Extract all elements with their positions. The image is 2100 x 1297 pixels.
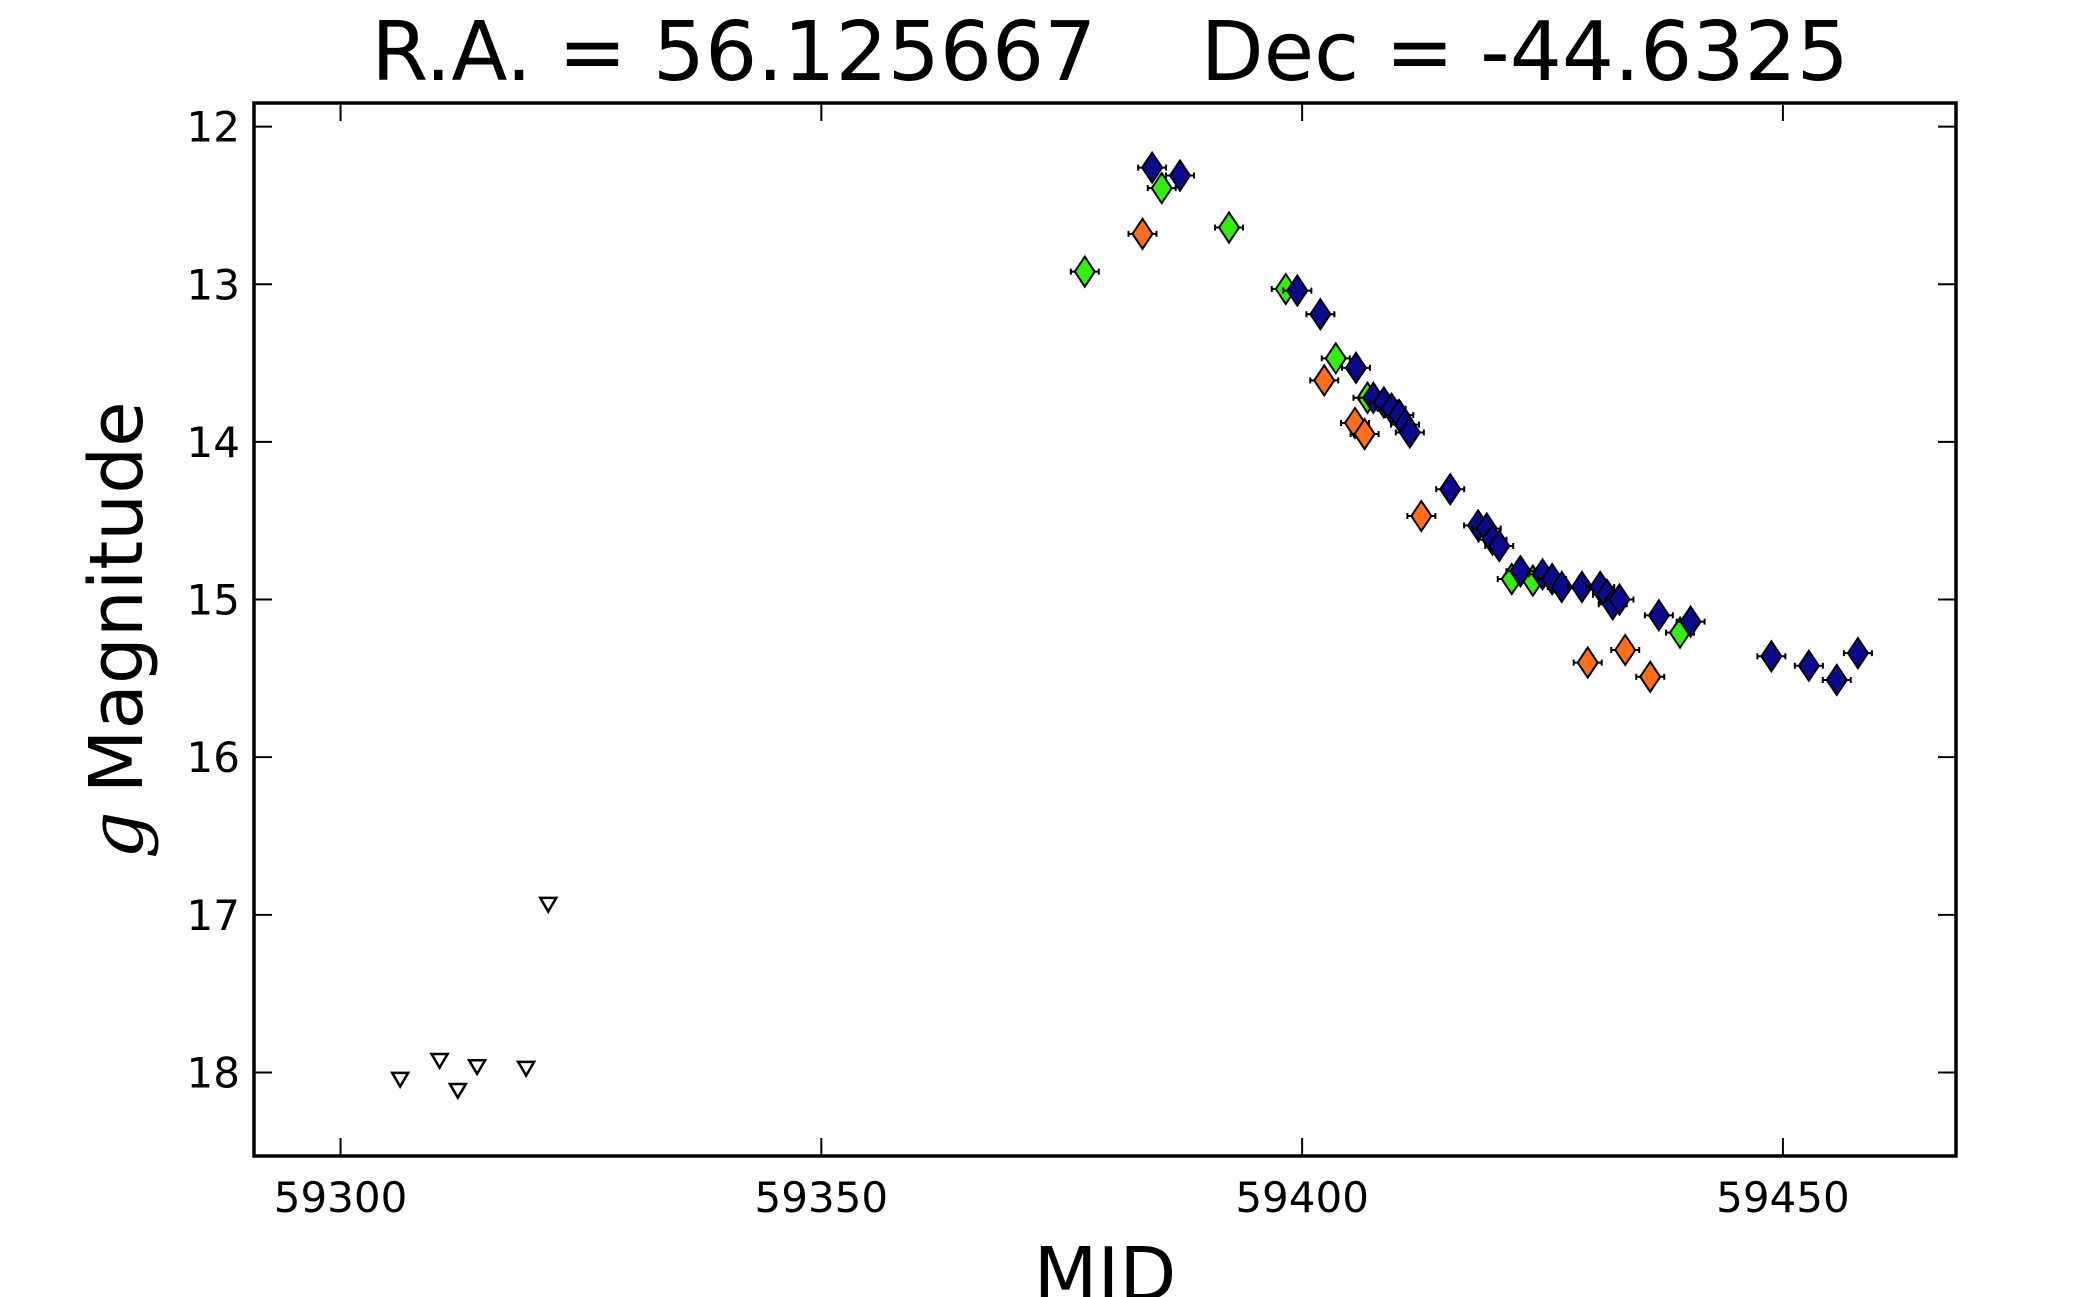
diamond-marker: [1639, 659, 1662, 694]
diamond-marker: [1647, 598, 1671, 633]
x-tick-label: 59300: [274, 1173, 408, 1222]
data-point-navy: [1484, 529, 1515, 563]
axis-ticks: 59300 59350 59400 59450 12 13 14 15 16 17 18: [187, 103, 1956, 1222]
diamond-marker: [1846, 636, 1870, 670]
y-axis-label-text: Magnitude: [74, 401, 160, 793]
diamond-marker: [1797, 648, 1821, 683]
diamond-marker: [1608, 582, 1631, 617]
diamond-marker: [1131, 217, 1154, 251]
diamond-marker: [1576, 645, 1599, 680]
data-point-orange: [1572, 645, 1603, 680]
diamond-marker: [1286, 273, 1309, 308]
y-tick-label: 14: [187, 418, 240, 467]
data-point-navy: [1604, 582, 1635, 617]
diamond-marker: [1509, 554, 1532, 588]
upper-limit-marker: [515, 1060, 537, 1078]
data-point-navy: [1165, 158, 1196, 193]
data-point-navy: [1340, 351, 1371, 385]
y-tick-label: 13: [187, 260, 240, 309]
data-point-navy: [1842, 636, 1873, 670]
data-point-navy: [1505, 554, 1536, 588]
diamond-marker: [1073, 254, 1097, 289]
data-point-green: [1069, 254, 1100, 289]
diamond-marker: [1309, 297, 1332, 332]
upper-limit-marker: [538, 896, 559, 915]
data-point-navy: [1137, 150, 1168, 185]
diamond-marker: [1614, 633, 1637, 667]
diamond-marker: [1825, 663, 1848, 697]
data-point-navy: [1394, 415, 1425, 450]
data-point-navy: [1643, 598, 1674, 633]
x-tick-label: 59350: [755, 1173, 889, 1222]
diamond-marker: [1760, 639, 1783, 674]
x-tick-label: 59450: [1716, 1173, 1850, 1222]
diamond-marker: [1324, 341, 1347, 376]
data-point-orange: [1127, 217, 1158, 251]
upper-limit-marker: [466, 1059, 488, 1077]
diamond-marker: [1679, 604, 1702, 639]
data-point-navy: [1756, 639, 1787, 674]
data-point-green: [1214, 210, 1245, 245]
diamond-marker: [1168, 158, 1192, 193]
data-point-navy: [1793, 648, 1824, 683]
y-tick-label: 15: [187, 576, 240, 625]
plot-frame: [252, 101, 1958, 1158]
y-axis-label: g Magnitude: [74, 401, 160, 858]
data-point-green: [1146, 171, 1177, 205]
data-point-navy: [1435, 472, 1466, 507]
x-tick-label: 59400: [1235, 1173, 1369, 1222]
data-point-navy: [1675, 604, 1706, 639]
data-point-navy: [1282, 273, 1313, 308]
data-point-orange: [1406, 499, 1437, 533]
upper-limit-marker: [447, 1082, 469, 1101]
diamond-marker: [1344, 351, 1368, 385]
diamond-marker: [1140, 150, 1164, 185]
upper-limit-marker: [429, 1052, 450, 1071]
diamond-marker: [1313, 363, 1336, 398]
y-tick-label: 17: [187, 891, 240, 940]
diamond-marker: [1398, 415, 1422, 450]
diamond-marker: [1488, 529, 1511, 563]
data-point-orange: [1309, 363, 1340, 398]
diamond-marker: [1439, 472, 1462, 507]
data-point-orange: [1610, 633, 1641, 667]
y-axis-label-italic: g: [74, 811, 160, 858]
diamond-marker: [1353, 417, 1376, 451]
diamond-marker: [1550, 570, 1573, 604]
chart-title: R.A. = 56.125667 Dec = -44.6325: [371, 5, 1849, 100]
diamond-marker: [1410, 499, 1433, 533]
upper-limit-marker: [389, 1071, 411, 1090]
data-point-navy: [1305, 297, 1336, 332]
diamond-marker: [1217, 210, 1241, 245]
diamond-marker: [1150, 171, 1173, 205]
data-points: [389, 150, 1873, 1101]
data-point-orange: [1635, 659, 1666, 694]
x-axis-label: MJD: [1034, 1232, 1177, 1297]
y-tick-label: 12: [187, 103, 240, 152]
data-point-orange: [1349, 417, 1380, 451]
data-point-navy: [1821, 663, 1852, 697]
y-tick-label: 16: [187, 733, 240, 782]
y-tick-label: 18: [187, 1048, 240, 1097]
diamond-marker: [1570, 570, 1594, 604]
